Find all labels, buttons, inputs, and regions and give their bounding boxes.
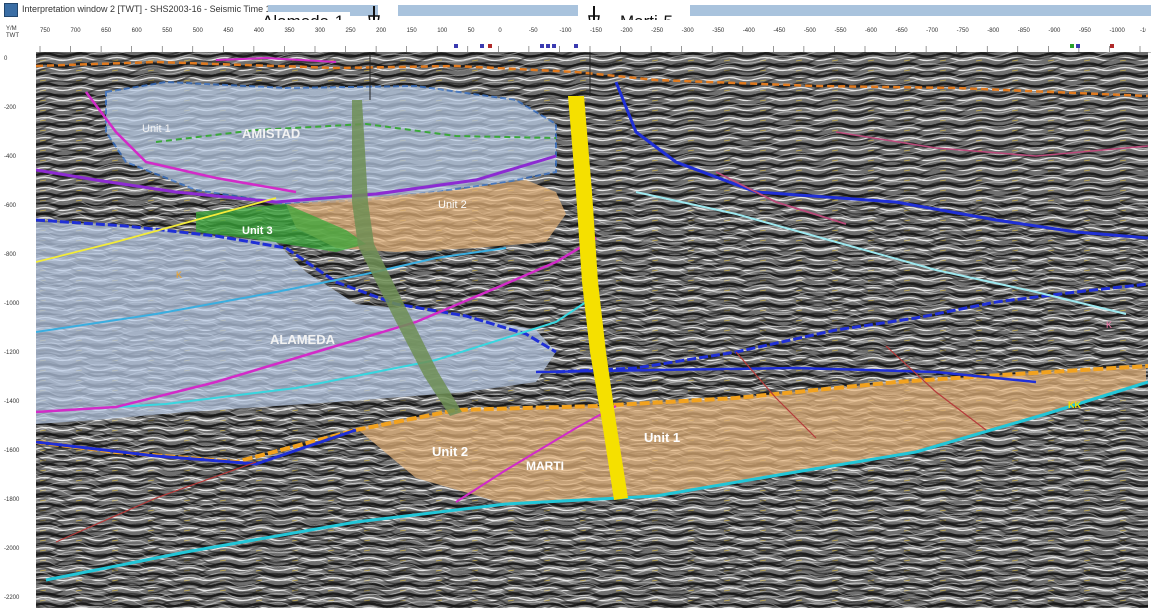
top-axis-tick-label: 300 [315, 28, 326, 34]
marti-label: MARTI [526, 459, 564, 473]
titlebar-band [690, 5, 1151, 16]
top-axis-tick-label: -100 [559, 28, 572, 34]
unit3-area [196, 204, 366, 252]
top-axis-tick-label: -250 [651, 28, 664, 34]
top-axis-tick-label: -600 [865, 28, 878, 34]
top-axis-tick-label: -800 [987, 28, 1000, 34]
top-axis-tick-label: -150 [590, 28, 603, 34]
top-axis-tick-label: -850 [1018, 28, 1031, 34]
left-axis-tick-label: -1400 [4, 399, 20, 405]
amistad-unit [105, 80, 557, 206]
y-axis-label: Y/M TWT [6, 26, 19, 39]
left-axis-tick-label: -1800 [4, 497, 20, 503]
top-axis-tick-label: -900 [1048, 28, 1061, 34]
top-axis-tick-label: 50 [468, 28, 475, 34]
small-marker-label: K [176, 270, 182, 280]
top-axis-tick-label: 450 [223, 28, 234, 34]
top-axis-tick-label: 200 [376, 28, 387, 34]
left-axis-tick-label: -1600 [4, 448, 20, 454]
top-axis-tick-label: 750 [40, 28, 51, 34]
top-axis-tick-label: 350 [284, 28, 295, 34]
unit2-upper-area [286, 180, 566, 252]
top-axis-tick-label: -700 [926, 28, 939, 34]
unit1-lower-label: Unit 1 [644, 430, 680, 445]
left-axis-tick-label: -200 [4, 105, 17, 111]
unit1-upper-label: Unit 1 [142, 123, 171, 135]
left-axis-tick-label: -2200 [4, 595, 20, 601]
small-marker-label: K [1106, 320, 1112, 330]
left-axis-tick-label: -1200 [4, 350, 20, 356]
top-axis-tick-label: -350 [712, 28, 725, 34]
titlebar-band [398, 5, 578, 16]
left-axis-tick-label: -1000 [4, 301, 20, 307]
top-axis-tick-label: -300 [682, 28, 695, 34]
top-axis-tick-label: -450 [773, 28, 786, 34]
top-axis-ticks: 750 700 650 600 550 500 450 400 350 300 250 200 150 1… [39, 28, 1146, 52]
unit2-lower-label: Unit 2 [432, 444, 468, 459]
unit2-upper-label: Unit 2 [438, 199, 467, 211]
top-axis-tick-label: -200 [621, 28, 634, 34]
top-axis-tick-label: -1050 [1140, 28, 1146, 34]
top-axis-tick-label: -950 [1079, 28, 1092, 34]
left-axis-tick-label: 0 [4, 56, 8, 62]
top-axis-tick-label: 550 [162, 28, 173, 34]
top-axis-tick-label: -50 [529, 28, 538, 34]
left-axis-ticks: 0 -200 -400 -600 -800 -1000 -1200 -1400 -1600 -18… [4, 56, 20, 601]
seismic-section[interactable]: Unit 1 AMISTAD Unit 2 Unit 3 ALAMEDA Uni… [36, 52, 1148, 608]
top-axis-tick-label: -650 [896, 28, 909, 34]
top-axis-tick-label: 0 [498, 28, 502, 34]
top-axis-tick-label: -400 [743, 28, 756, 34]
unit3-label: Unit 3 [242, 225, 273, 237]
left-axis-tick-label: -600 [4, 203, 17, 209]
small-marker-label: KK [1068, 400, 1081, 410]
top-axis-tick-label: -500 [804, 28, 817, 34]
left-axis: 0 -200 -400 -600 -800 -1000 -1200 -1400 -1600 -18… [0, 52, 37, 608]
titlebar-band [268, 5, 378, 16]
top-axis-tick-label: 600 [132, 28, 143, 34]
top-axis-tick-label: 650 [101, 28, 112, 34]
window-title: Interpretation window 2 [TWT] - SHS2003-… [22, 4, 271, 14]
marti-well-track [568, 96, 628, 500]
top-axis-tick-label: -750 [957, 28, 970, 34]
left-axis-tick-label: -400 [4, 154, 17, 160]
top-axis-tick-label: 250 [346, 28, 357, 34]
top-axis-tick-label: -1000 [1109, 28, 1125, 34]
marti-unit [356, 366, 1146, 504]
top-axis-tick-label: 400 [254, 28, 265, 34]
top-axis-tick-label: 150 [407, 28, 418, 34]
top-axis-header: Y/M TWT 750 700 650 600 550 500 450 400 350 300 25… [0, 20, 1151, 53]
top-axis-tick-label: 700 [71, 28, 82, 34]
left-axis-tick-label: -800 [4, 252, 17, 258]
top-axis-tick-label: 100 [437, 28, 448, 34]
top-axis-tick-label: -550 [834, 28, 847, 34]
window-app-icon [4, 3, 18, 17]
amistad-label: AMISTAD [242, 126, 300, 141]
top-axis-tick-label: 500 [193, 28, 204, 34]
window-titlebar: Interpretation window 2 [TWT] - SHS2003-… [0, 0, 1151, 21]
alameda-label: ALAMEDA [270, 332, 336, 347]
alameda-well-track [352, 100, 462, 416]
left-axis-tick-label: -2000 [4, 546, 20, 552]
